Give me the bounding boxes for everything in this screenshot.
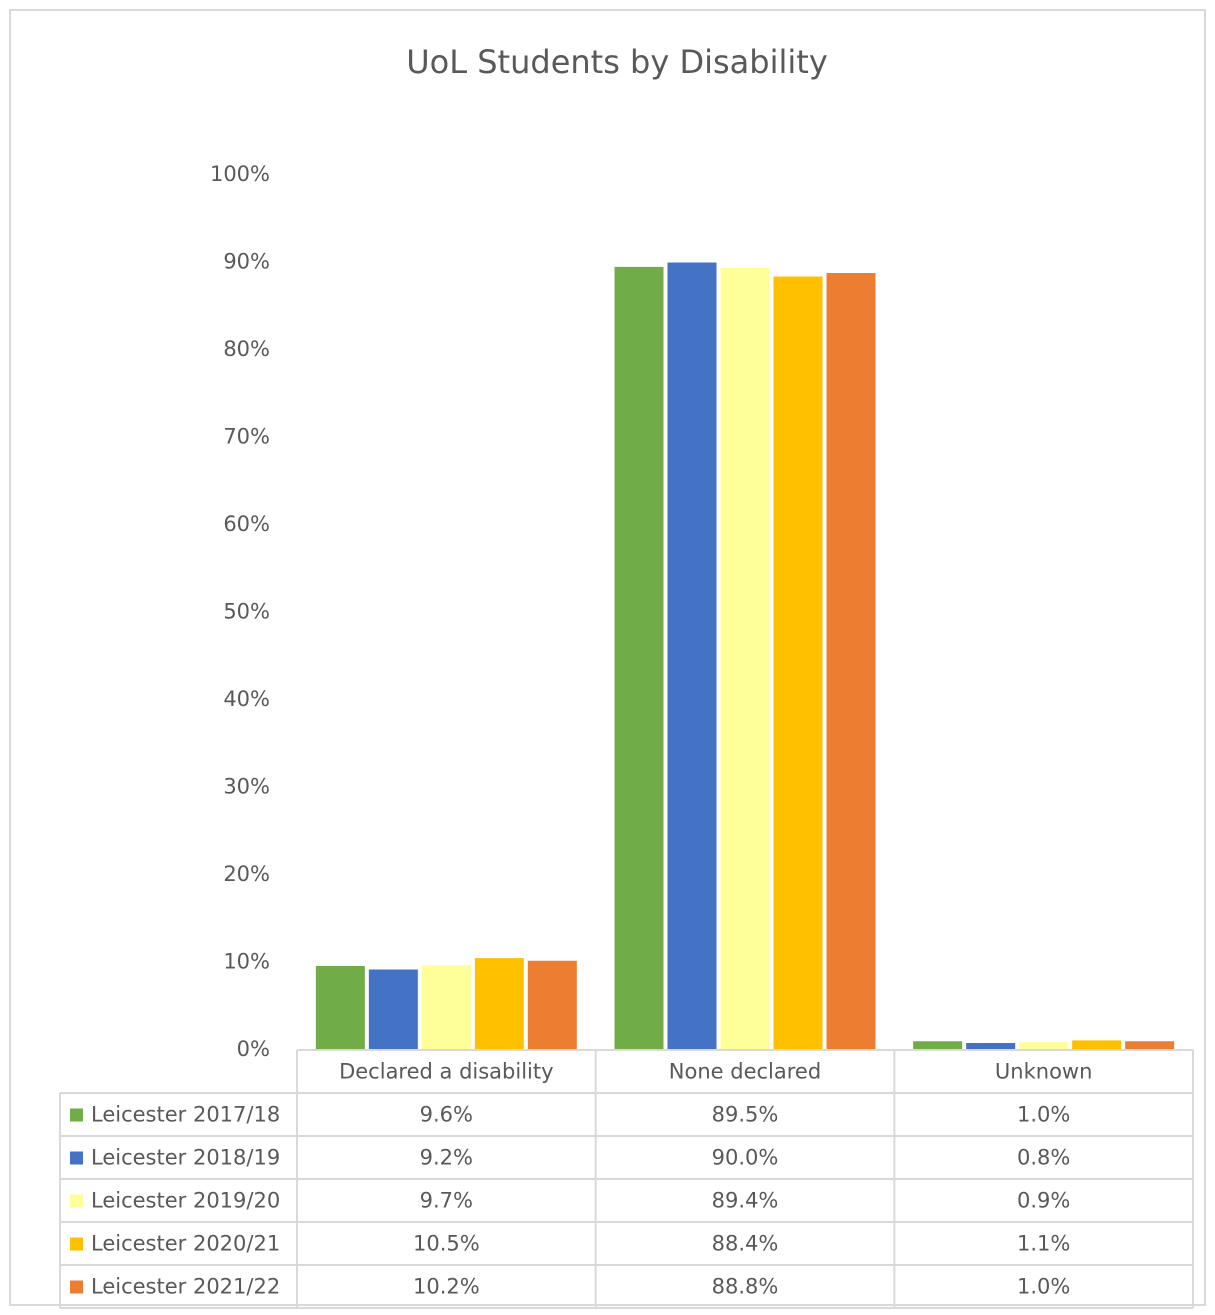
legend-label: Leicester 2018/19 xyxy=(91,1146,280,1170)
legend-key xyxy=(70,1108,83,1122)
y-tick-label: 100% xyxy=(210,162,270,186)
data-label: 9.7% xyxy=(420,1189,473,1213)
bar xyxy=(720,267,770,1050)
data-label: 90.0% xyxy=(712,1146,779,1170)
y-tick-label: 50% xyxy=(223,600,270,624)
y-tick-label: 40% xyxy=(223,687,270,711)
bar xyxy=(614,266,664,1050)
y-tick-label: 10% xyxy=(223,950,270,974)
bar xyxy=(527,960,577,1050)
data-label: 89.5% xyxy=(712,1103,779,1127)
y-tick-label: 80% xyxy=(223,337,270,361)
data-label: 0.8% xyxy=(1017,1146,1070,1170)
legend-key xyxy=(70,1194,83,1208)
bar xyxy=(913,1041,963,1050)
data-label: 9.2% xyxy=(420,1146,473,1170)
x-tick-label: None declared xyxy=(669,1060,821,1084)
data-label: 88.4% xyxy=(712,1232,779,1256)
bar xyxy=(315,966,365,1050)
x-tick-label: Unknown xyxy=(995,1060,1092,1084)
y-tick-label: 70% xyxy=(223,425,270,449)
bar xyxy=(966,1043,1016,1050)
bar xyxy=(1125,1041,1175,1050)
x-tick-label: Declared a disability xyxy=(339,1060,553,1084)
y-tick-label: 60% xyxy=(223,512,270,536)
y-tick-label: 30% xyxy=(223,775,270,799)
bar xyxy=(474,958,524,1050)
data-label: 88.8% xyxy=(712,1275,779,1299)
legend-label: Leicester 2021/22 xyxy=(91,1275,280,1299)
data-label: 1.0% xyxy=(1017,1103,1070,1127)
legend-key xyxy=(70,1280,83,1294)
bar xyxy=(773,276,823,1050)
data-label: 10.5% xyxy=(413,1232,480,1256)
legend-key xyxy=(70,1151,83,1165)
y-tick-label: 90% xyxy=(223,250,270,274)
data-label: 1.0% xyxy=(1017,1275,1070,1299)
data-label: 0.9% xyxy=(1017,1189,1070,1213)
data-label: 89.4% xyxy=(712,1189,779,1213)
data-label: 10.2% xyxy=(413,1275,480,1299)
chart-title: UoL Students by Disability xyxy=(406,43,828,81)
bar xyxy=(421,965,471,1050)
legend-label: Leicester 2019/20 xyxy=(91,1189,280,1213)
bar xyxy=(1019,1042,1069,1050)
data-label: 1.1% xyxy=(1017,1232,1070,1256)
chart-border xyxy=(9,9,1206,1306)
y-tick-label: 0% xyxy=(237,1037,270,1061)
legend-label: Leicester 2020/21 xyxy=(91,1232,280,1256)
bar xyxy=(826,273,876,1050)
bar xyxy=(667,262,717,1050)
bar xyxy=(368,969,418,1050)
data-label: 9.6% xyxy=(420,1103,473,1127)
legend-label: Leicester 2017/18 xyxy=(91,1103,280,1127)
legend-key xyxy=(70,1237,83,1251)
bar xyxy=(1072,1040,1122,1050)
y-tick-label: 20% xyxy=(223,862,270,886)
